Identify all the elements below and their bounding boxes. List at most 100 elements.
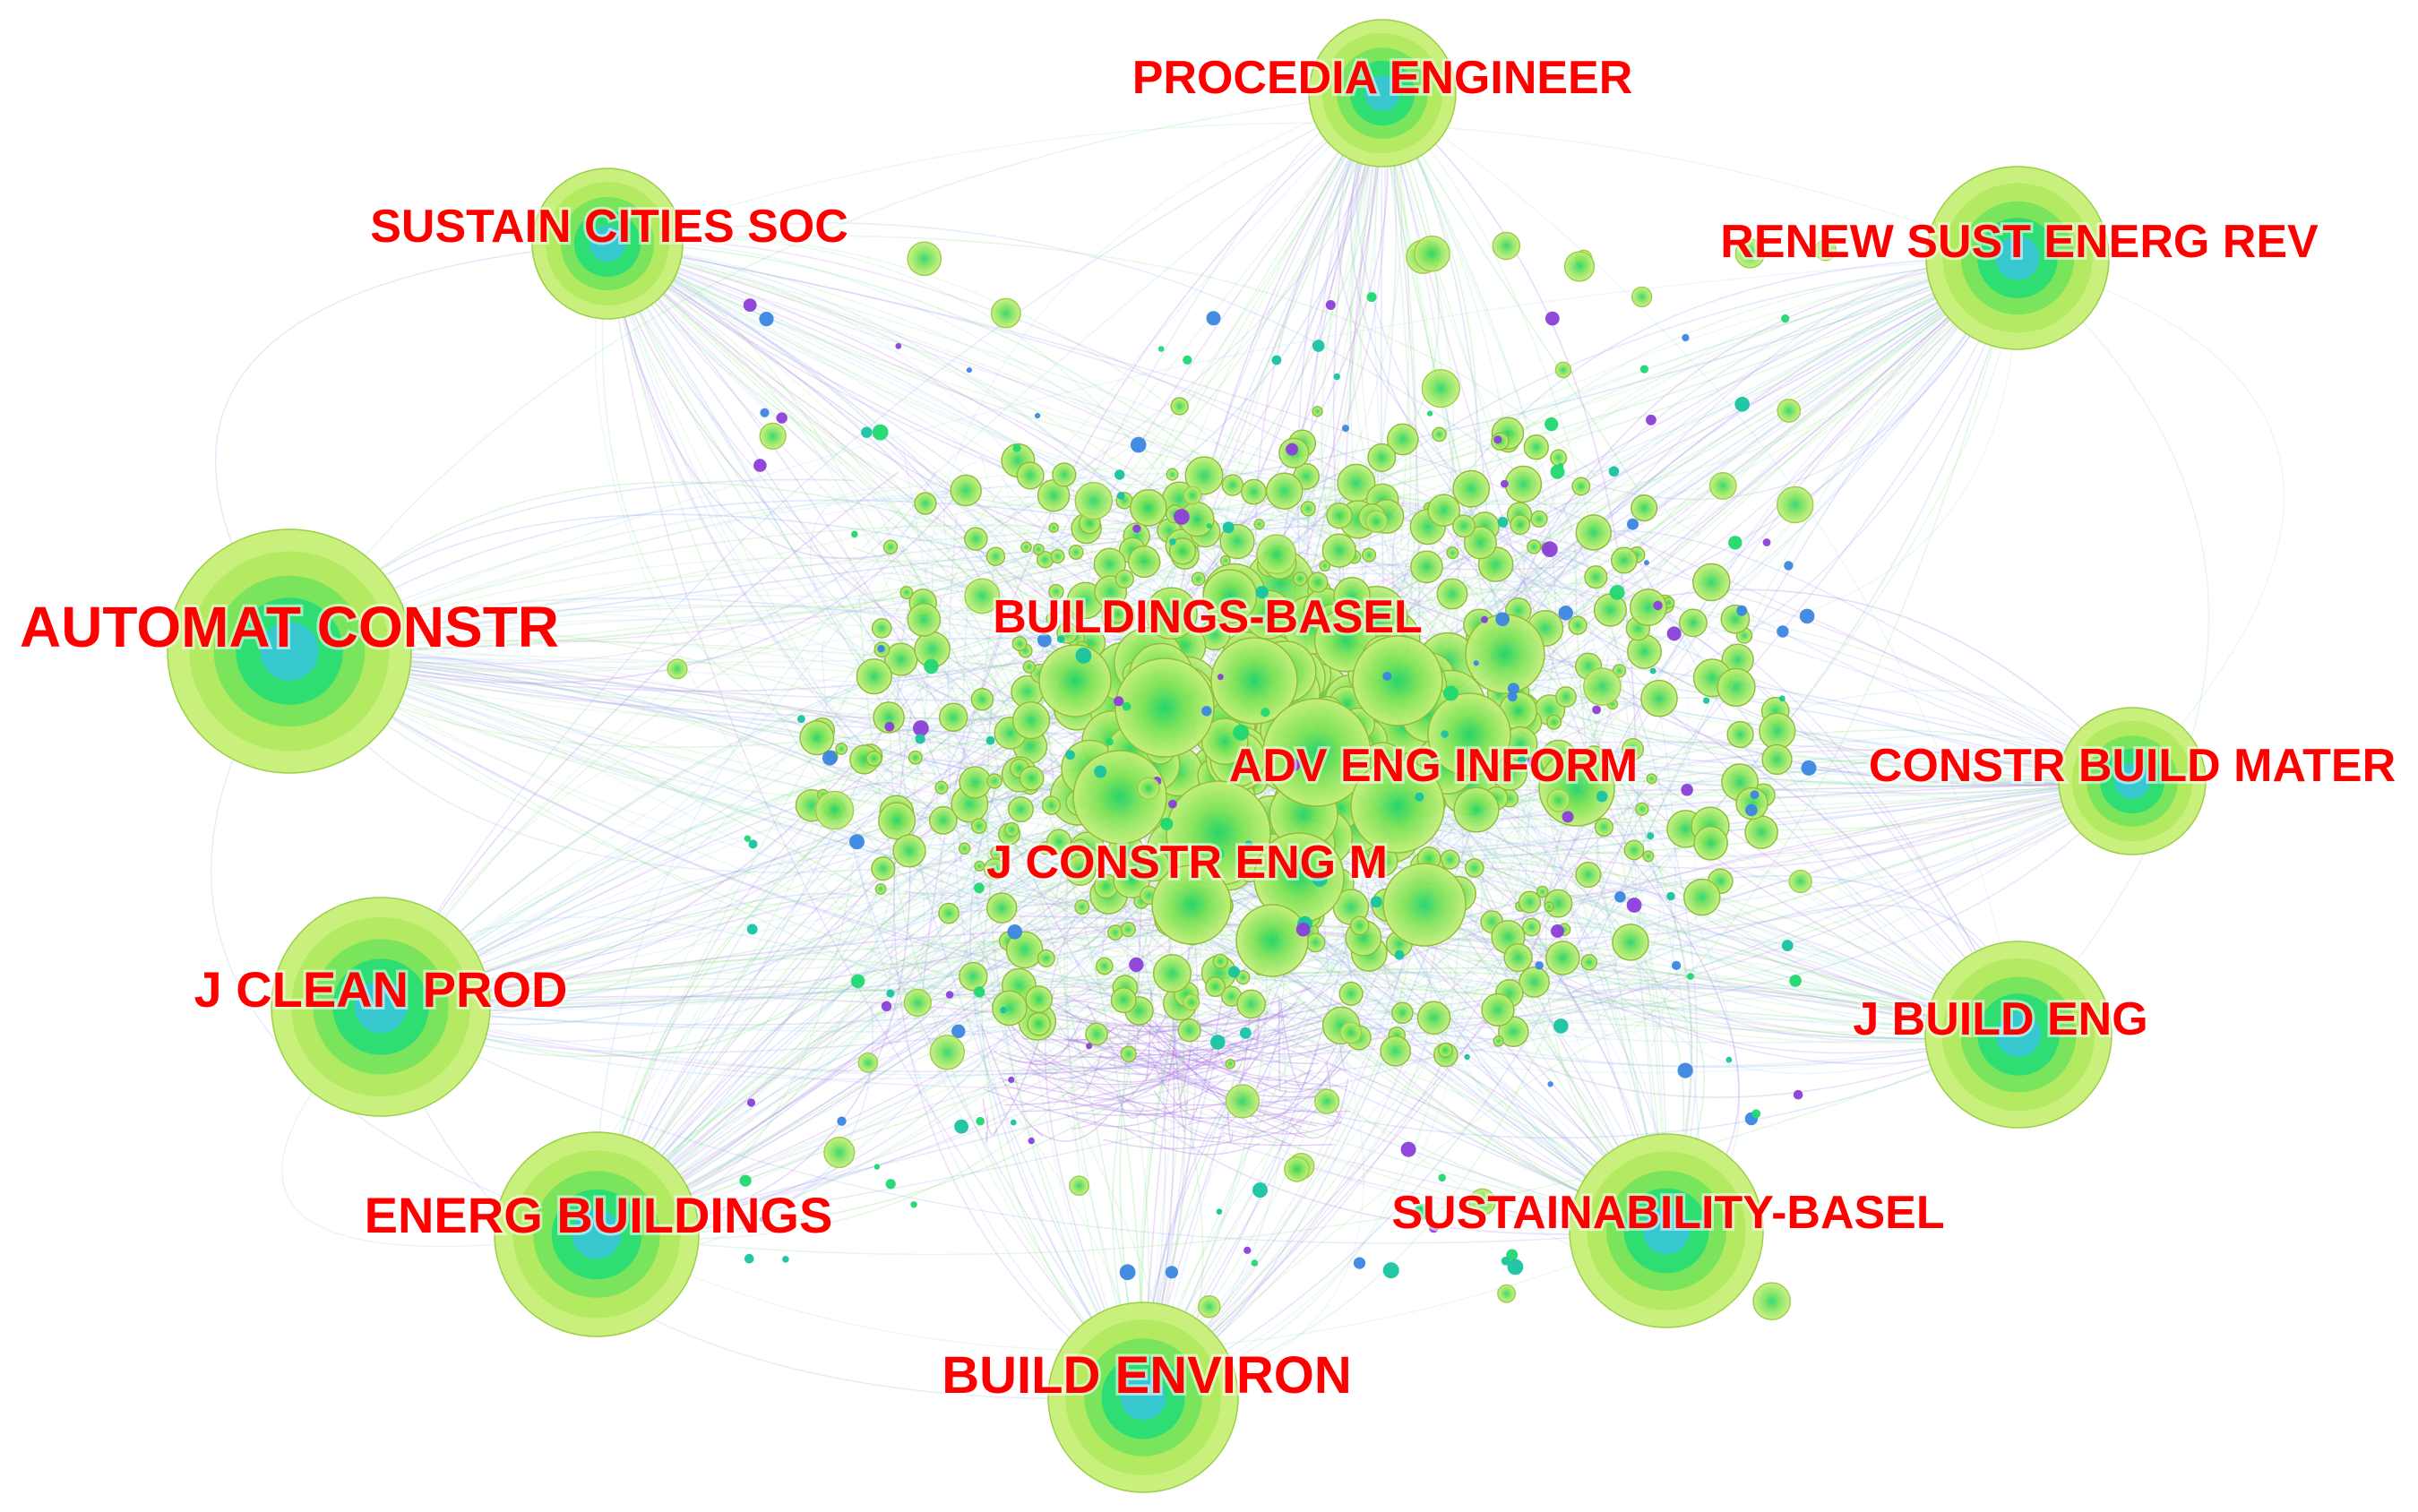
network-edge xyxy=(1157,780,2133,1018)
network-edge xyxy=(596,971,1320,1235)
network-edge xyxy=(1028,1065,1178,1115)
network-edge xyxy=(915,257,2018,542)
label-j-build-eng: J BUILD ENG xyxy=(1853,993,2147,1045)
outer-node xyxy=(1563,251,1596,282)
network-edge xyxy=(1481,257,2018,683)
cluster-node xyxy=(1170,397,1189,416)
network-edge xyxy=(1095,1035,1269,1075)
cluster-node xyxy=(1550,449,1568,467)
small-node xyxy=(885,1179,896,1190)
network-edge xyxy=(1381,92,1637,743)
network-edge xyxy=(1380,780,2133,968)
small-node xyxy=(1228,966,1240,978)
small-node xyxy=(976,1116,985,1126)
cluster-node xyxy=(1612,924,1649,961)
network-edge xyxy=(288,467,1243,652)
network-edge xyxy=(607,243,1074,963)
network-edge xyxy=(1102,945,1409,991)
network-edge xyxy=(607,243,1249,494)
cluster-node xyxy=(1125,850,1151,876)
cluster-node xyxy=(958,842,971,855)
network-edge xyxy=(1020,1041,1237,1113)
network-edge xyxy=(380,782,899,1008)
network-edge xyxy=(596,975,1158,1240)
network-edge xyxy=(288,650,1209,1033)
small-node xyxy=(924,658,939,674)
network-edge xyxy=(1535,1025,1689,1054)
cluster-node xyxy=(1307,571,1329,593)
label-build-environ: BUILD ENVIRON xyxy=(942,1346,1352,1405)
cluster-node xyxy=(1027,1011,1052,1036)
network-edge xyxy=(1064,1101,1190,1128)
cluster-node xyxy=(1305,932,1326,953)
cluster-node xyxy=(1022,660,1037,674)
network-edge xyxy=(1254,1011,1261,1051)
cluster-node xyxy=(1362,547,1377,563)
outer-node xyxy=(1364,510,1389,533)
network-edge xyxy=(828,883,1138,1049)
build-environ-ring xyxy=(1120,1374,1166,1421)
small-node xyxy=(1501,1257,1510,1266)
cluster-node xyxy=(1032,543,1045,555)
small-node xyxy=(837,1116,847,1126)
small-node xyxy=(1333,373,1340,381)
small-node xyxy=(1542,541,1558,558)
network-edge xyxy=(1381,92,1512,650)
network-edge xyxy=(1087,1003,1150,1077)
cluster-node xyxy=(907,603,942,637)
small-node xyxy=(1114,469,1125,480)
network-edge xyxy=(1004,1033,1261,1106)
cluster-node xyxy=(974,860,985,872)
cluster-node xyxy=(1225,1059,1235,1070)
network-edge xyxy=(1633,257,2018,1030)
network-edge xyxy=(1063,1025,1330,1052)
outer-node xyxy=(990,297,1021,329)
small-node xyxy=(1106,738,1114,746)
constr-build-mater-ring xyxy=(2114,763,2150,799)
outer-node xyxy=(667,658,688,680)
small-node xyxy=(1382,1262,1399,1279)
cluster-node xyxy=(1610,546,1638,574)
cluster-node xyxy=(1037,949,1055,967)
small-node xyxy=(1244,840,1253,849)
network-edge xyxy=(1441,520,2133,786)
network-edge xyxy=(607,242,1336,623)
outer-node xyxy=(1137,777,1160,800)
cluster-node xyxy=(1735,786,1768,820)
cluster-node xyxy=(1312,406,1323,417)
small-node xyxy=(1784,561,1794,571)
small-node xyxy=(1734,397,1750,412)
cluster-node xyxy=(1235,970,1251,985)
network-edge xyxy=(1097,870,1667,1232)
outer-node xyxy=(1468,1188,1496,1216)
small-node xyxy=(1649,667,1656,674)
label-automat-constr: AUTOMAT CONSTR xyxy=(20,595,559,659)
cluster-node xyxy=(871,618,892,639)
small-node xyxy=(759,1216,765,1223)
network-edge xyxy=(1142,711,1533,1398)
network-edge xyxy=(1103,1118,1294,1149)
network-edge xyxy=(607,243,1534,604)
network-edge xyxy=(1156,1024,1291,1146)
network-edge xyxy=(288,488,1002,674)
network-edge xyxy=(839,900,973,1023)
outer-node xyxy=(1256,534,1297,575)
small-node xyxy=(1799,608,1815,624)
outer-node xyxy=(1284,1155,1310,1182)
small-node xyxy=(1666,626,1682,641)
cluster-node xyxy=(1236,989,1266,1019)
network-edge xyxy=(1142,855,1472,1398)
small-node xyxy=(1094,765,1107,778)
small-node xyxy=(1442,685,1459,701)
hub-layer xyxy=(167,19,2207,1493)
network-edge xyxy=(965,523,1286,580)
network-edge xyxy=(810,486,897,590)
small-node xyxy=(1129,957,1144,973)
network-edge xyxy=(1210,1108,1342,1135)
cluster-node xyxy=(1319,560,1331,572)
outer-node xyxy=(759,422,787,451)
small-node xyxy=(881,1001,892,1012)
network-edge xyxy=(1142,780,1646,1398)
small-node xyxy=(1201,706,1212,717)
cluster-node xyxy=(1631,494,1658,522)
